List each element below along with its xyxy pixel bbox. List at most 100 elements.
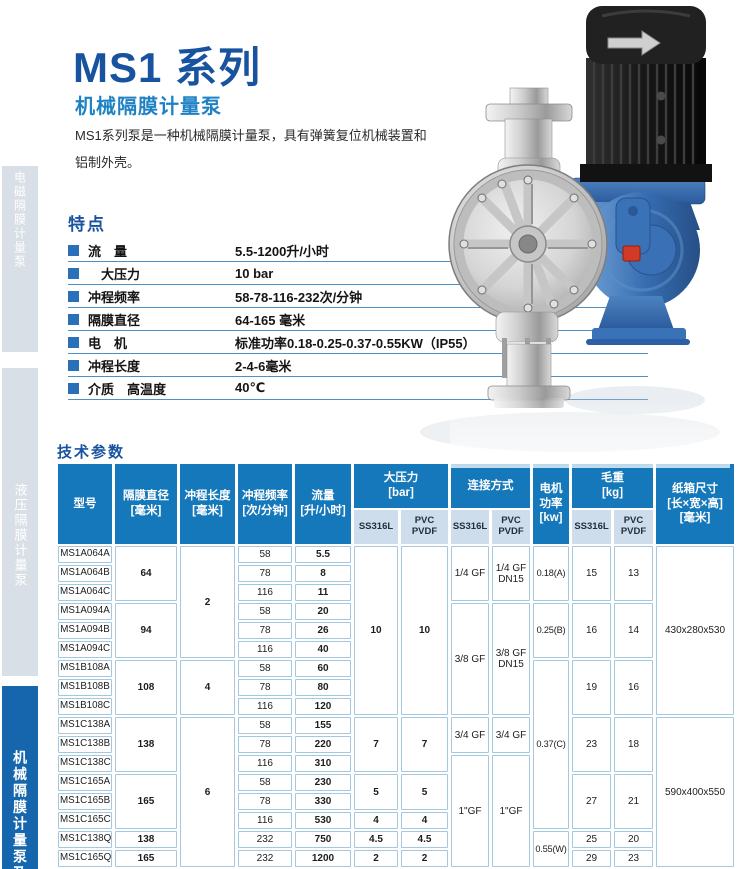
table-cell: 116 <box>238 812 292 829</box>
feature-rows: 流 量 5.5-1200升/小时 大压力 10 bar 冲程频率 58-78-116-2… <box>68 239 648 400</box>
table-cell: 1200 <box>295 850 351 867</box>
table-cell: 230 <box>295 774 351 791</box>
feature-value: 58-78-116-232次/分钟 <box>235 289 363 305</box>
feature-row: 隔膜直径 64-165 毫米 <box>68 308 648 331</box>
table-cell: MS1C138Q <box>58 831 112 848</box>
bullet-square-icon <box>68 290 79 302</box>
table-cell: MS1C165C <box>58 812 112 829</box>
table-cell: 8 <box>295 565 351 582</box>
table-cell: 116 <box>238 641 292 658</box>
feature-label: 电 机 <box>88 335 128 351</box>
table-cell: 310 <box>295 755 351 772</box>
table-row: MS1B108A 108 4 58 60 0.37(C) 19 16 <box>58 660 734 829</box>
table-cell: 16 <box>614 660 653 715</box>
table-cell: 0.25(B) <box>533 603 569 658</box>
table-header-cell: PVC PVDF <box>614 510 653 544</box>
table-cell: MS1A094C <box>58 641 112 658</box>
feature-label: 流 量 <box>88 243 128 259</box>
table-row: MS1A094B 78 26 <box>58 622 734 639</box>
table-cell: 4 <box>401 812 448 829</box>
table-cell: 0.55(W) <box>533 831 569 867</box>
table-row: MS1C165C 116 530 4 4 <box>58 812 734 829</box>
table-row: MS1C165A 165 58 230 5 5 27 21 <box>58 774 734 829</box>
table-row: MS1C165B 78 330 <box>58 793 734 810</box>
table-cell: 21 <box>614 774 653 829</box>
table-cell: 58 <box>238 546 292 563</box>
table-cell: 1"GF <box>492 755 530 867</box>
table-cell: 165 <box>115 850 177 867</box>
table-cell: 5 <box>401 774 448 810</box>
table-row: MS1B108C 116 120 <box>58 698 734 715</box>
table-cell: MS1C138A <box>58 717 112 734</box>
table-cell: 18 <box>614 717 653 772</box>
table-cell: 11 <box>295 584 351 601</box>
table-cell: MS1B108B <box>58 679 112 696</box>
sidebar-item[interactable]: 电磁隔膜计量泵 <box>2 166 38 352</box>
bullet-square-icon <box>68 267 79 279</box>
table-cell: 78 <box>238 622 292 639</box>
table-cell: 232 <box>238 831 292 848</box>
table-cell: 330 <box>295 793 351 810</box>
table-header-cell: PVC PVDF <box>401 510 448 544</box>
table-cell: 5 <box>354 774 398 810</box>
table-cell: 530 <box>295 812 351 829</box>
pump-illustration <box>420 6 730 468</box>
table-cell: 4.5 <box>354 831 398 848</box>
sidebar-item-label: 电磁隔膜计量泵 <box>12 171 27 269</box>
sidebar-item[interactable]: 机械隔膜计量泵及 <box>2 686 38 869</box>
table-subheader-row: SS316L PVC PVDF SS316L PVC PVDF SS316L PVC PV… <box>58 510 734 544</box>
table-cell: 2 <box>180 546 235 658</box>
table-cell: 3/8 GF DN15 <box>492 603 530 715</box>
table-cell: 25 <box>572 831 611 848</box>
table-cell: 120 <box>295 698 351 715</box>
table-cell: 78 <box>238 736 292 753</box>
table-header-cell: 纸箱尺寸 [长×宽×高] [毫米] <box>656 464 734 544</box>
bullet-square-icon <box>68 313 79 325</box>
table-cell: 0.18(A) <box>533 546 569 601</box>
table-header-cell: SS316L <box>451 510 489 544</box>
table-cell: 6 <box>180 717 235 867</box>
table-cell: 14 <box>614 603 653 658</box>
table-cell: 10 <box>401 546 448 715</box>
table-cell: 1/4 GF DN15 <box>492 546 530 601</box>
table-cell: 4 <box>354 812 398 829</box>
tech-params-heading: 技术参数 <box>57 444 126 461</box>
table-cell: 7 <box>354 717 398 772</box>
table-cell: 19 <box>572 660 611 715</box>
table-cell: MS1B108C <box>58 698 112 715</box>
table-cell: 4.5 <box>401 831 448 848</box>
table-cell: MS1A094A <box>58 603 112 620</box>
sidebar-item[interactable]: 液压隔膜计量泵 <box>2 368 38 676</box>
table-cell: 116 <box>238 755 292 772</box>
table-cell: MS1C138C <box>58 755 112 772</box>
table-cell: MS1A094B <box>58 622 112 639</box>
table-cell: 430x280x530 <box>656 546 734 715</box>
page-subtitle: 机械隔膜计量泵 <box>75 96 222 118</box>
bullet-square-icon <box>68 244 79 256</box>
table-row: MS1B108B 78 80 <box>58 679 734 696</box>
table-cell: 2 <box>354 850 398 867</box>
feature-label: 介质 高温度 <box>88 381 167 397</box>
table-cell: 7 <box>401 717 448 772</box>
product-description: MS1系列泵是一种机械隔膜计量泵，具有弹簧复位机械装置和铝制外壳。 <box>75 128 427 170</box>
table-row: MS1C138C 116 310 1"GF 1"GF <box>58 755 734 867</box>
table-row: MS1C138Q 138 232 750 4.5 4.5 0.55(W) 25 20 <box>58 831 734 867</box>
feature-value: 2-4-6毫米 <box>235 358 292 374</box>
feature-row: 冲程频率 58-78-116-232次/分钟 <box>68 285 648 308</box>
table-cell: 1"GF <box>451 755 489 867</box>
table-cell: 220 <box>295 736 351 753</box>
table-header-cell: 连接方式 <box>451 464 530 508</box>
table-cell: MS1C165A <box>58 774 112 791</box>
table-cell: MS1C138B <box>58 736 112 753</box>
table-head: 型号 隔膜直径 [毫米] 冲程长度 [毫米] 冲程频率 [次/分钟] 流量 [升/小时]… <box>58 464 734 544</box>
bullet-square-icon <box>68 359 79 371</box>
table-cell: 23 <box>572 717 611 772</box>
table-cell: 20 <box>614 831 653 848</box>
table-row: MS1A064B 78 8 <box>58 565 734 582</box>
table-cell: 58 <box>238 717 292 734</box>
table-header-cell: SS316L <box>572 510 611 544</box>
feature-value: 10 bar <box>235 265 274 281</box>
table-cell: 20 <box>295 603 351 620</box>
feature-row: 冲程长度 2-4-6毫米 <box>68 354 648 377</box>
